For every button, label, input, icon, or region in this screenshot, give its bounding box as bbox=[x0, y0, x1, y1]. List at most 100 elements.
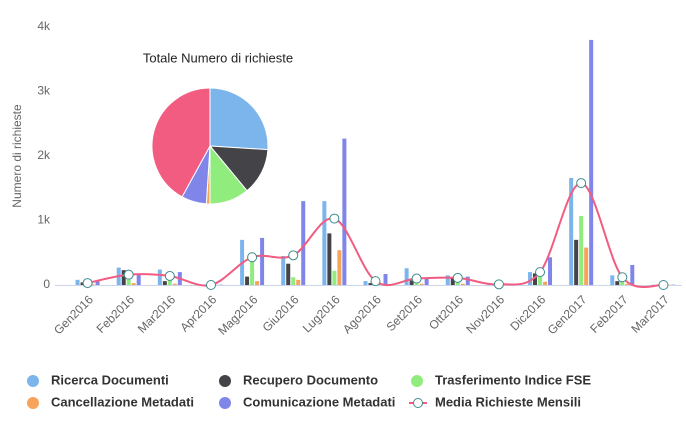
line-marker bbox=[247, 252, 258, 263]
y-axis-title: Numero di richieste bbox=[10, 104, 24, 208]
line-marker bbox=[617, 272, 628, 283]
legend-label: Ricerca Documenti bbox=[51, 372, 169, 387]
legend-marker bbox=[413, 398, 423, 408]
x-tick-label: Lug2016 bbox=[300, 292, 343, 335]
legend-label: Media Richieste Mensili bbox=[435, 394, 581, 409]
line-marker bbox=[576, 178, 587, 189]
bar bbox=[368, 283, 373, 285]
x-tick-label: Apr2016 bbox=[177, 292, 219, 334]
legend-label: Comunicazione Metadati bbox=[243, 394, 395, 409]
y-tick-label: 3k bbox=[37, 84, 51, 98]
bar bbox=[569, 177, 574, 285]
x-tick-label: Feb2016 bbox=[94, 292, 138, 336]
bar bbox=[80, 282, 85, 285]
legend-symbol bbox=[27, 375, 39, 387]
bar bbox=[301, 201, 306, 285]
bar bbox=[255, 281, 260, 285]
bar bbox=[625, 283, 630, 285]
y-tick-label: 2k bbox=[37, 148, 51, 162]
bar bbox=[126, 279, 131, 285]
bar bbox=[548, 257, 553, 285]
x-tick-label: Gen2016 bbox=[51, 292, 96, 337]
bar bbox=[528, 272, 533, 285]
legend-symbol bbox=[27, 397, 39, 409]
bar bbox=[538, 276, 543, 285]
line-marker bbox=[535, 267, 546, 278]
bar bbox=[455, 281, 460, 285]
legend-label: Trasferimento Indice FSE bbox=[435, 372, 591, 387]
legend-symbol bbox=[219, 397, 231, 409]
bar bbox=[579, 215, 584, 285]
bar bbox=[291, 277, 296, 285]
bar bbox=[589, 39, 594, 286]
bar bbox=[332, 270, 337, 285]
legend: Ricerca Documenti Recupero Documento Trasf… bbox=[27, 372, 591, 409]
line-marker bbox=[164, 270, 175, 281]
bar bbox=[543, 281, 548, 285]
bar bbox=[245, 276, 250, 285]
x-tick-label: Mar2017 bbox=[628, 292, 672, 336]
bar bbox=[445, 275, 450, 285]
bar bbox=[90, 284, 95, 285]
line-marker bbox=[288, 250, 299, 261]
bar bbox=[327, 233, 332, 285]
bar bbox=[286, 263, 291, 285]
line-marker bbox=[658, 280, 669, 290]
x-tick-label: Giu2016 bbox=[260, 292, 302, 334]
x-tick-label: Ott2016 bbox=[426, 292, 466, 332]
bar bbox=[409, 280, 414, 285]
bar bbox=[419, 283, 424, 285]
bar bbox=[172, 283, 177, 285]
bar bbox=[383, 274, 388, 285]
bar bbox=[610, 275, 615, 285]
y-tick-label: 1k bbox=[37, 213, 51, 227]
bar bbox=[296, 279, 301, 285]
bar bbox=[414, 283, 419, 285]
bar bbox=[584, 247, 589, 285]
bar bbox=[363, 281, 368, 285]
legend-symbol bbox=[219, 375, 231, 387]
bar bbox=[75, 279, 80, 285]
bar bbox=[615, 281, 620, 285]
line-marker bbox=[411, 273, 422, 284]
y-tick-label: 4k bbox=[37, 19, 51, 33]
bar bbox=[281, 255, 286, 285]
line-marker bbox=[493, 279, 504, 290]
x-tick-label: Set2016 bbox=[383, 292, 425, 334]
bar bbox=[250, 255, 255, 285]
bar bbox=[121, 270, 126, 285]
legend-label: Recupero Documento bbox=[243, 372, 378, 387]
bar bbox=[630, 265, 635, 285]
pie-title: Totale Numero di richieste bbox=[143, 50, 293, 65]
x-tick-label: Gen2017 bbox=[545, 292, 590, 337]
line-marker bbox=[329, 213, 340, 224]
legend-label: Cancellazione Metadati bbox=[51, 394, 194, 409]
bar bbox=[450, 277, 455, 285]
bar bbox=[131, 283, 136, 285]
bar bbox=[620, 281, 625, 285]
x-tick-label: Feb2017 bbox=[587, 292, 631, 336]
x-tick-label: Nov2016 bbox=[463, 292, 507, 336]
x-tick-label: Dic2016 bbox=[507, 292, 548, 333]
pie-slice bbox=[209, 87, 269, 151]
line-marker bbox=[82, 278, 93, 289]
x-tick-label: Ago2016 bbox=[340, 292, 384, 336]
bar bbox=[136, 274, 141, 285]
bar bbox=[574, 239, 579, 285]
line-marker bbox=[205, 280, 216, 290]
x-tick-label: Mag2016 bbox=[215, 292, 261, 338]
legend-symbol bbox=[411, 375, 423, 387]
bar bbox=[95, 281, 100, 285]
bar bbox=[167, 278, 172, 285]
x-tick-label: Mar2016 bbox=[135, 292, 179, 336]
bar bbox=[260, 237, 265, 285]
bar bbox=[337, 250, 342, 285]
bar bbox=[460, 283, 465, 285]
line-marker bbox=[123, 269, 134, 280]
y-tick-label: 0 bbox=[43, 277, 50, 291]
line-marker bbox=[452, 272, 463, 283]
line-marker bbox=[370, 276, 381, 287]
bar bbox=[424, 278, 429, 285]
pie-slice bbox=[151, 87, 211, 198]
